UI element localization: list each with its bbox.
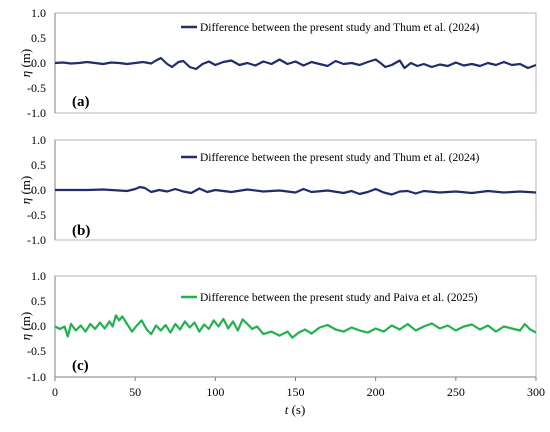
panel-c-ytick-neg1: -1.0 bbox=[27, 370, 46, 384]
panel-b: η (m) 1.0 0.5 0.0 -0.5 -1.0 Difference b… bbox=[18, 133, 537, 247]
panel-a-ytick-0.5: 0.5 bbox=[31, 31, 46, 45]
panel-b-ytick-neg0.5: -0.5 bbox=[27, 208, 46, 222]
panel-b-ylabel: η (m) bbox=[18, 176, 33, 204]
panel-b-ytick-0.5: 0.5 bbox=[31, 158, 46, 172]
x-tick-label-150: 150 bbox=[287, 385, 305, 399]
x-tick-label-0: 0 bbox=[52, 385, 58, 399]
panel-a-ytick-neg1: -1.0 bbox=[27, 106, 46, 120]
x-tick-label-200: 200 bbox=[367, 385, 385, 399]
panel-b-legend-label: Difference between the present study and… bbox=[200, 152, 479, 164]
x-tick-label-50: 50 bbox=[129, 385, 141, 399]
panel-a-legend-label: Difference between the present study and… bbox=[200, 22, 479, 34]
panel-c-series-line bbox=[54, 314, 537, 339]
panel-c-ytick-0.5: 0.5 bbox=[31, 294, 46, 308]
panel-c-ytick-0: 0.0 bbox=[31, 319, 46, 333]
x-tick-label-100: 100 bbox=[206, 385, 224, 399]
panel-a-series-line bbox=[54, 56, 537, 71]
panel-a-label: (a) bbox=[72, 94, 90, 110]
panel-a: η (m) 1.0 0.5 0.0 -0.5 -1.0 Difference b… bbox=[18, 6, 537, 120]
panel-c-label: (c) bbox=[72, 358, 89, 374]
panel-a-ylabel: η (m) bbox=[18, 49, 33, 77]
x-axis-label: t (s) bbox=[285, 402, 306, 417]
x-tick-label-250: 250 bbox=[447, 385, 465, 399]
panel-c-x-ticks: 0 50 100 150 200 250 300 bbox=[52, 377, 545, 399]
panel-b-ytick-1: 1.0 bbox=[31, 133, 46, 147]
panel-a-ytick-0: 0.0 bbox=[31, 56, 46, 70]
panel-b-ytick-0: 0.0 bbox=[31, 183, 46, 197]
panel-a-ytick-1: 1.0 bbox=[31, 6, 46, 20]
x-tick-label-300: 300 bbox=[527, 385, 545, 399]
panel-b-series-line bbox=[55, 185, 537, 196]
panel-c-ytick-neg0.5: -0.5 bbox=[27, 344, 46, 358]
panel-b-ytick-neg1: -1.0 bbox=[27, 233, 46, 247]
panel-b-label: (b) bbox=[72, 223, 90, 239]
panel-c: η (m) 1.0 0.5 0.0 -0.5 -1.0 Difference b… bbox=[18, 269, 545, 417]
panel-c-ylabel: η (m) bbox=[18, 312, 33, 340]
panel-c-legend-label: Difference between the present study and… bbox=[200, 292, 478, 304]
panel-c-ytick-1: 1.0 bbox=[31, 269, 46, 283]
panel-a-ytick-neg0.5: -0.5 bbox=[27, 81, 46, 95]
